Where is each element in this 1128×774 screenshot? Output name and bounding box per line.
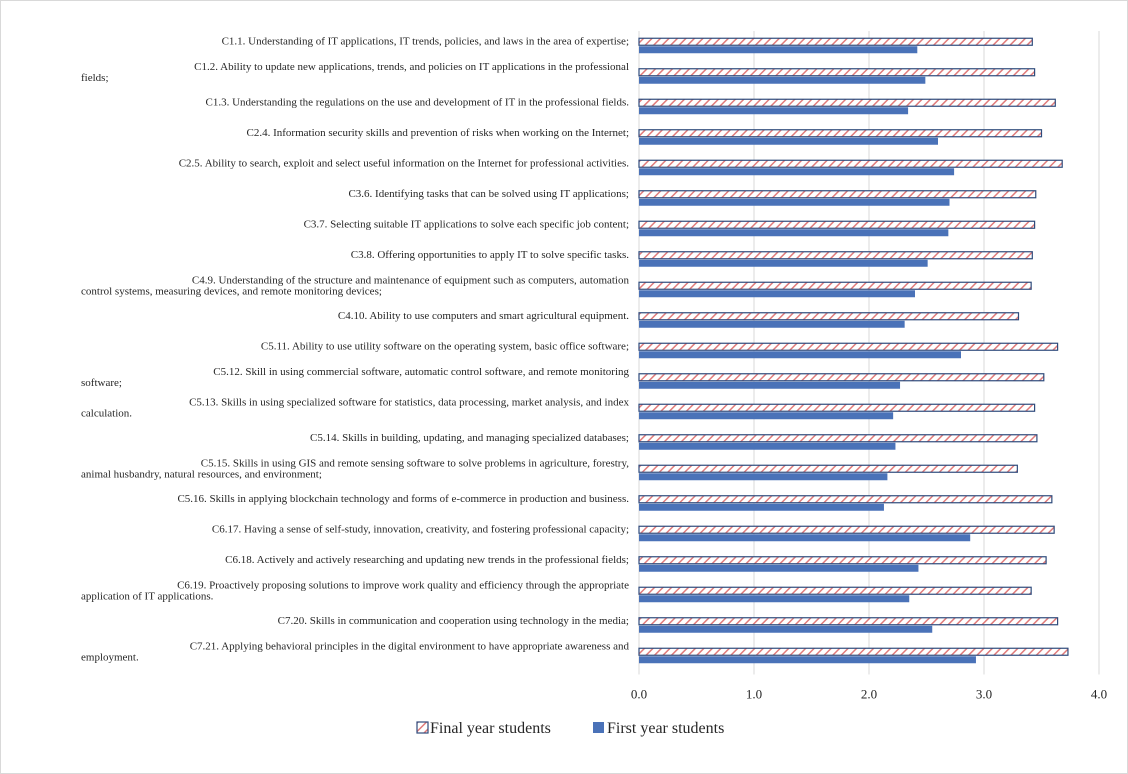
category-label: fields; — [81, 72, 109, 84]
bar-final-year — [638, 617, 1059, 626]
bar-final-year — [638, 647, 1069, 656]
bar-first-year — [639, 442, 896, 450]
bar-final-year — [638, 312, 1020, 321]
category-labels: C1.1. Understanding of IT applications, … — [81, 35, 630, 663]
category-label: application of IT applications. — [81, 590, 214, 602]
category-label: C4.10. Ability to use computers and smar… — [338, 310, 629, 322]
bar-first-year — [639, 198, 950, 206]
category-label: C5.15. Skills in using GIS and remote se… — [201, 457, 629, 469]
bar-first-year — [639, 229, 949, 237]
bar-first-year — [639, 595, 910, 603]
legend: Final year students First year students — [416, 720, 724, 737]
category-label: control systems, measuring devices, and … — [81, 285, 382, 297]
bar-final-year — [638, 159, 1063, 168]
x-tick-label: 3.0 — [976, 687, 992, 702]
bar-first-year — [639, 107, 909, 115]
category-label: C2.4. Information security skills and pr… — [247, 127, 629, 139]
x-axis-ticks: 0.0 1.0 2.0 3.0 4.0 — [631, 687, 1107, 702]
bar-first-year — [639, 320, 905, 328]
category-label: C7.21. Applying behavioral principles in… — [190, 640, 630, 652]
category-label: C3.6. Identifying tasks that can be solv… — [348, 188, 629, 200]
bar-first-year — [639, 76, 926, 84]
x-tick-label: 4.0 — [1091, 687, 1107, 702]
bar-final-year — [638, 37, 1033, 46]
bar-first-year — [639, 656, 976, 664]
bar-first-year — [639, 46, 918, 54]
bar-final-year — [638, 342, 1059, 351]
bar-final-year — [638, 98, 1056, 107]
category-label: animal husbandry, natural resources, and… — [81, 468, 322, 480]
bar-final-year — [638, 556, 1047, 565]
legend-label-first-year: First year students — [607, 720, 724, 737]
category-label: C4.9. Understanding of the structure and… — [192, 274, 630, 286]
category-label: calculation. — [81, 407, 132, 419]
bar-final-year — [638, 251, 1033, 260]
bar-final-year — [638, 220, 1036, 229]
bar-first-year — [639, 351, 961, 359]
bar-first-year — [639, 381, 901, 389]
category-label: C6.18. Actively and actively researching… — [225, 554, 629, 566]
bar-first-year — [639, 625, 933, 633]
x-tick-label: 2.0 — [861, 687, 877, 702]
bar-first-year — [639, 564, 919, 572]
bar-final-year — [638, 190, 1037, 199]
bar-first-year — [639, 534, 971, 542]
category-label: C5.11. Ability to use utility software o… — [261, 340, 629, 352]
category-label: C1.2. Ability to update new applications… — [194, 61, 629, 73]
bar-final-year — [638, 68, 1036, 77]
category-label: C5.14. Skills in building, updating, and… — [310, 432, 629, 444]
category-label: C2.5. Ability to search, exploit and sel… — [179, 157, 630, 169]
bar-final-year — [638, 525, 1055, 534]
bar-first-year — [639, 137, 938, 145]
bar-first-year — [639, 259, 928, 267]
bar-final-year — [638, 281, 1032, 290]
bar-final-year — [638, 586, 1032, 595]
bar-first-year — [639, 168, 955, 176]
legend-label-final-year: Final year students — [430, 720, 551, 737]
legend-swatch-first-year — [593, 722, 604, 733]
x-tick-label: 1.0 — [746, 687, 762, 702]
category-label: C6.17. Having a sense of self-study, inn… — [212, 523, 629, 535]
bar-final-year — [638, 373, 1045, 382]
category-label: software; — [81, 377, 122, 389]
category-label: C1.1. Understanding of IT applications, … — [222, 35, 629, 47]
category-label: C3.7. Selecting suitable IT applications… — [304, 218, 629, 230]
x-tick-label: 0.0 — [631, 687, 647, 702]
bar-final-year — [638, 464, 1018, 473]
category-label: employment. — [81, 651, 139, 663]
legend-swatch-final-year — [416, 721, 429, 734]
bar-first-year — [639, 473, 888, 481]
bar-final-year — [638, 403, 1036, 412]
bar-first-year — [639, 503, 884, 511]
category-label: C5.13. Skills in using specialized softw… — [189, 396, 629, 408]
bar-final-year — [638, 434, 1038, 443]
bar-first-year — [639, 412, 894, 420]
bar-final-year — [638, 129, 1043, 138]
category-label: C5.12. Skill in using commercial softwar… — [213, 366, 629, 378]
category-label: C7.20. Skills in communication and coope… — [278, 615, 629, 627]
bar-first-year — [639, 290, 915, 298]
category-label: C6.19. Proactively proposing solutions t… — [177, 579, 629, 591]
category-label: C5.16. Skills in applying blockchain tec… — [177, 493, 629, 505]
bars — [638, 37, 1069, 664]
bar-final-year — [638, 495, 1053, 504]
category-label: C3.8. Offering opportunities to apply IT… — [351, 249, 629, 261]
category-label: C1.3. Understanding the regulations on t… — [205, 96, 629, 108]
